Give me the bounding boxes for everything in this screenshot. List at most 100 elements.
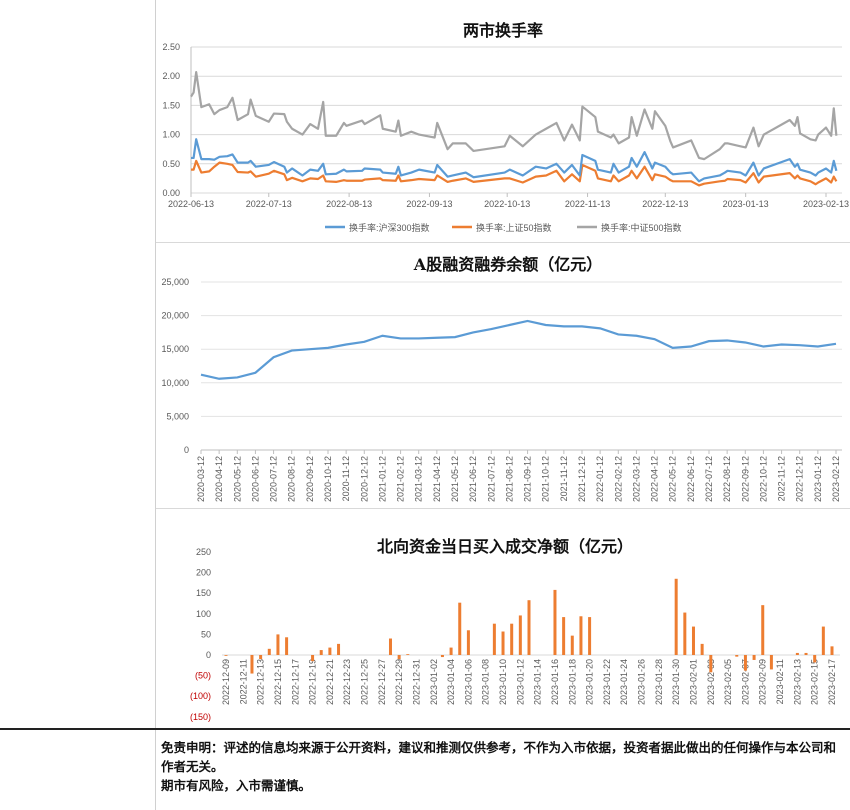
series-line-hs300 <box>191 138 838 183</box>
y-tick-label: 150 <box>196 588 211 598</box>
x-tick-label: 2022-12-19 <box>308 659 318 705</box>
y-tick-label: (50) <box>195 671 211 681</box>
x-tick-label: 2020-06-12 <box>250 456 260 502</box>
y-tick-label: 20,000 <box>161 311 189 321</box>
y-tick-label: 0.50 <box>162 159 180 169</box>
bar <box>553 589 557 655</box>
left-margin-column <box>0 0 156 728</box>
bar <box>388 638 392 655</box>
y-tick-label: 50 <box>201 629 211 639</box>
legend-label-hs300: 换手率:沪深300指数 <box>349 222 430 233</box>
bar <box>795 652 799 655</box>
x-tick-label: 2022-06-13 <box>168 199 214 209</box>
chart-title: 北向资金当日买入成交净额（亿元） <box>377 537 633 556</box>
x-tick-label: 2022-03-12 <box>631 456 641 502</box>
x-tick-label: 2022-12-17 <box>290 659 300 705</box>
bar <box>743 655 747 671</box>
y-tick-label: 1.00 <box>162 130 180 140</box>
x-tick-label: 2022-12-23 <box>342 659 352 705</box>
section-divider <box>0 728 850 730</box>
y-tick-label: 15,000 <box>161 344 189 354</box>
x-tick-label: 2022-12-12 <box>795 456 805 502</box>
x-tick-label: 2022-12-09 <box>221 659 231 705</box>
y-tick-label: 0.00 <box>162 188 180 198</box>
bar <box>440 655 444 658</box>
x-tick-label: 2022-12-13 <box>642 199 688 209</box>
x-tick-label: 2021-01-12 <box>377 456 387 502</box>
bar <box>276 634 280 655</box>
x-tick-label: 2020-12-12 <box>359 456 369 502</box>
x-tick-label: 2022-12-27 <box>377 659 387 705</box>
x-tick-label: 2023-01-28 <box>654 659 664 705</box>
x-tick-label: 2020-09-12 <box>305 456 315 502</box>
bar <box>735 655 739 657</box>
bar <box>492 623 496 655</box>
x-tick-label: 2023-01-04 <box>446 659 456 705</box>
x-tick-label: 2021-05-12 <box>450 456 460 502</box>
margin-balance-line <box>200 319 837 380</box>
x-tick-label: 2022-08-12 <box>722 456 732 502</box>
bar <box>397 655 401 660</box>
x-tick-label: 2023-01-22 <box>602 659 612 705</box>
x-tick-label: 2021-02-12 <box>396 456 406 502</box>
x-tick-label: 2022-08-13 <box>326 199 372 209</box>
bar <box>518 615 522 655</box>
y-tick-label: 0 <box>206 650 211 660</box>
bar <box>319 650 323 655</box>
x-tick-label: 2022-02-12 <box>613 456 623 502</box>
northbound-flow-chart-panel: 北向资金当日买入成交净额（亿元） (150) (100) (50) 0 50 100 150 2… <box>156 510 850 727</box>
bar <box>821 626 825 655</box>
x-tick-label: 2022-07-13 <box>246 199 292 209</box>
x-tick-label: 2023-02-13 <box>803 199 849 209</box>
x-tick-label: 2022-11-13 <box>565 199 610 209</box>
y-tick-label: (150) <box>190 712 211 722</box>
y-tick-label: 2.50 <box>162 42 180 52</box>
bar <box>527 600 531 655</box>
x-tick-label: 2023-01-06 <box>463 659 473 705</box>
x-tick-label: 2020-04-12 <box>214 456 224 502</box>
bar <box>769 655 773 670</box>
bar <box>328 647 332 655</box>
bar <box>579 616 583 655</box>
legend-label-zz500: 换手率:中证500指数 <box>601 222 682 233</box>
x-tick-label: 2023-01-30 <box>671 659 681 705</box>
chart-title: A股融资融券余额（亿元） <box>413 255 602 274</box>
y-tick-label: 2.00 <box>162 71 180 81</box>
bar <box>285 637 289 655</box>
x-tick-label: 2023-01-12 <box>515 659 525 705</box>
y-tick-label: 200 <box>196 568 211 578</box>
x-tick-label: 2022-04-12 <box>650 456 660 502</box>
y-tick-label: 10,000 <box>161 378 189 388</box>
x-tick-label: 2023-01-24 <box>619 659 629 705</box>
y-tick-label: (100) <box>190 691 211 701</box>
x-tick-label: 2021-08-12 <box>504 456 514 502</box>
bar <box>588 617 592 655</box>
northbound-flow-chart: 北向资金当日买入成交净额（亿元） (150) (100) (50) 0 50 100 150 2… <box>190 537 840 722</box>
bar <box>804 652 808 655</box>
x-tick-label: 2022-10-13 <box>484 199 530 209</box>
turnover-chart-panel: 两市换手率 0.00 0.50 1.00 1.50 2.00 2.50 2022-06-13 2… <box>156 0 850 243</box>
bar <box>510 623 514 655</box>
y-tick-label: 1.50 <box>162 100 180 110</box>
x-tick-label: 2022-10-12 <box>758 456 768 502</box>
x-tick-label: 2021-04-12 <box>432 456 442 502</box>
x-tick-label: 2022-06-12 <box>686 456 696 502</box>
x-tick-label: 2023-01-13 <box>723 199 769 209</box>
disclaimer: 免责申明：评述的信息均来源于公开资料，建议和推测仅供参考，不作为入市依据，投资者… <box>161 738 846 795</box>
margin-balance-chart: A股融资融券余额（亿元） 0 5,000 10,000 15,000 20,000 25,0… <box>161 255 842 502</box>
y-tick-label: 0 <box>184 445 189 455</box>
bar <box>267 648 271 655</box>
x-tick-label: 2023-02-11 <box>775 659 785 704</box>
y-tick-label: 250 <box>196 547 211 557</box>
bar <box>259 655 263 660</box>
bottom-left-column <box>0 730 156 810</box>
x-tick-label: 2023-01-16 <box>550 659 560 705</box>
legend-label-sz50: 换手率:上证50指数 <box>476 222 552 233</box>
bar <box>224 655 228 656</box>
x-tick-label: 2023-01-12 <box>813 456 823 502</box>
x-tick-label: 2023-01-02 <box>429 659 439 705</box>
bar <box>501 631 505 655</box>
x-tick-label: 2023-02-12 <box>831 456 841 502</box>
bar <box>830 646 834 655</box>
x-tick-label: 2022-07-12 <box>704 456 714 502</box>
